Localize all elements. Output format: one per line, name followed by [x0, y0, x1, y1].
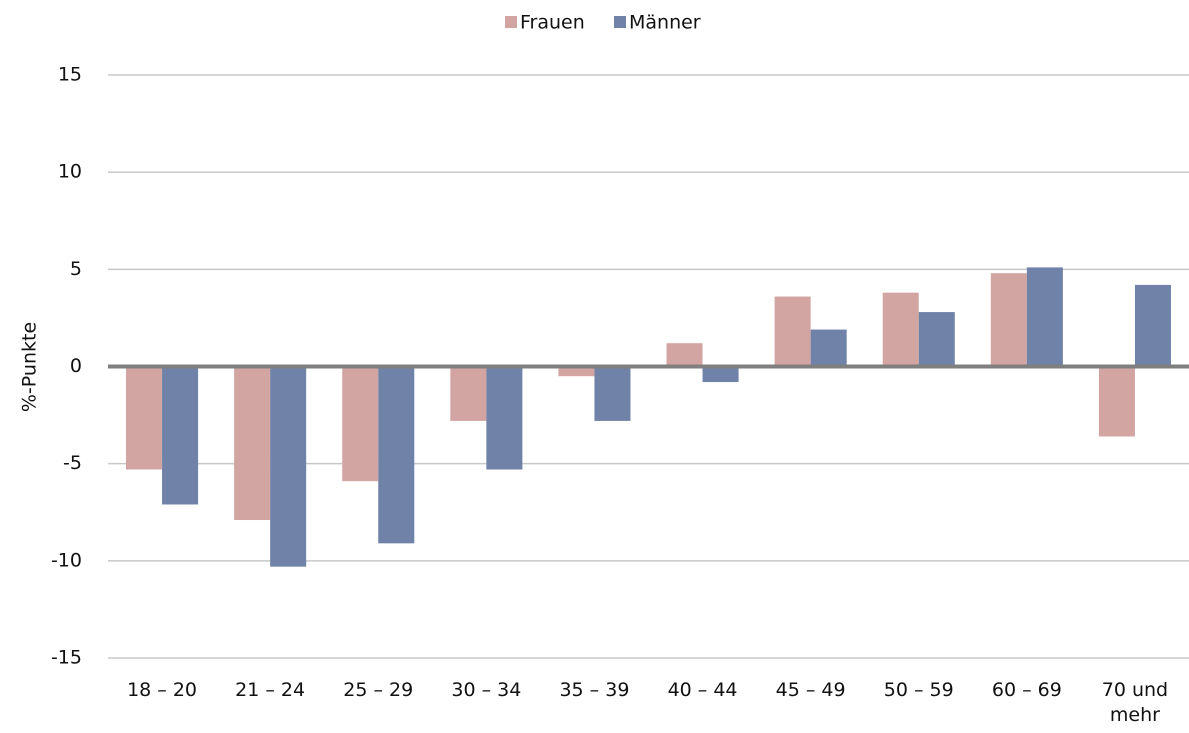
y-axis-title: %-Punkte: [19, 322, 41, 412]
x-tick-label: 40 – 44: [667, 679, 738, 701]
x-tick-label: 60 – 69: [991, 679, 1062, 701]
x-tick-label: 45 – 49: [775, 679, 846, 701]
x-tick-label: 50 – 59: [883, 679, 954, 701]
y-tick-label: 0: [70, 355, 82, 377]
x-tick-label: 70 und mehr: [1101, 679, 1169, 726]
legend-swatch: [614, 16, 626, 28]
bar: [990, 273, 1027, 367]
bar: [450, 366, 487, 421]
bar: [558, 366, 595, 377]
bar: [1134, 284, 1171, 367]
bar: [342, 366, 379, 482]
bar: [918, 312, 955, 367]
y-tick-label: 15: [58, 64, 82, 86]
bar: [162, 366, 199, 505]
x-tick-label: 18 – 20: [127, 679, 198, 701]
bar: [1026, 267, 1063, 367]
bar: [234, 366, 271, 521]
y-tick-label: 5: [70, 258, 82, 280]
bar: [666, 343, 703, 367]
x-tick-label: 30 – 34: [451, 679, 522, 701]
legend-swatch: [505, 16, 517, 28]
y-tick-label: 10: [58, 161, 82, 183]
bar: [1098, 366, 1135, 437]
y-tick-label: -10: [51, 549, 82, 571]
bar: [126, 366, 163, 470]
bar: [882, 292, 919, 367]
bar: [702, 366, 739, 383]
legend-label: Männer: [629, 12, 701, 34]
x-tick-label: 35 – 39: [559, 679, 630, 701]
bar: [270, 366, 307, 567]
x-tick-label: 21 – 24: [235, 679, 306, 701]
bar: [810, 329, 847, 367]
bar: [594, 366, 631, 421]
bar: [486, 366, 523, 470]
legend-label: Frauen: [520, 12, 585, 34]
y-tick-label: -5: [63, 452, 82, 474]
bar: [378, 366, 415, 544]
y-tick-label: -15: [51, 647, 82, 669]
x-tick-label: 25 – 29: [343, 679, 414, 701]
bar: [774, 296, 811, 367]
